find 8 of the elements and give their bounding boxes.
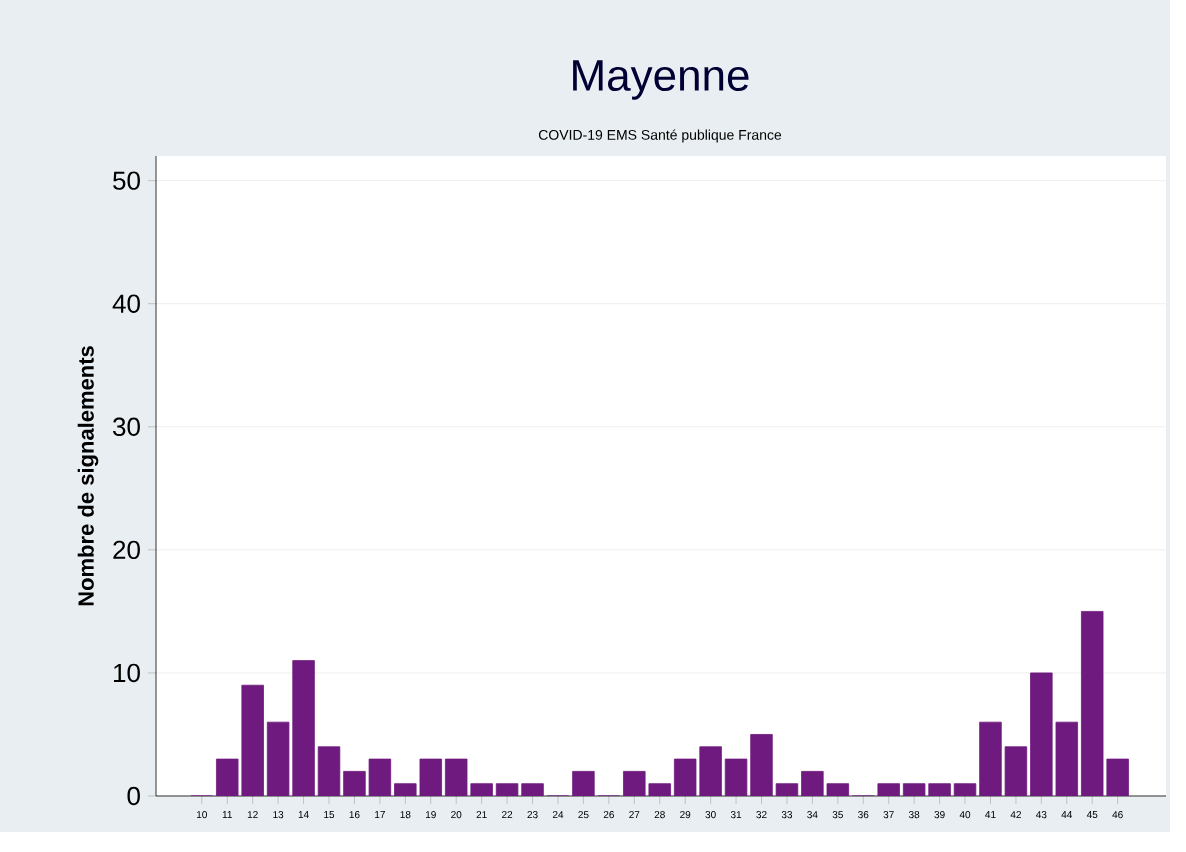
y-tick-label: 10	[113, 663, 140, 683]
chart-title: Mayenne	[573, 60, 749, 100]
y-tick-label: 50	[113, 171, 140, 190]
y-tick-label: 40	[112, 294, 140, 313]
y-tick-label: 20	[113, 540, 140, 560]
y-tick-label: 30	[113, 417, 140, 436]
y-tick-label: 0	[127, 786, 140, 806]
y-axis-title: Nombre de signalements	[77, 346, 99, 606]
